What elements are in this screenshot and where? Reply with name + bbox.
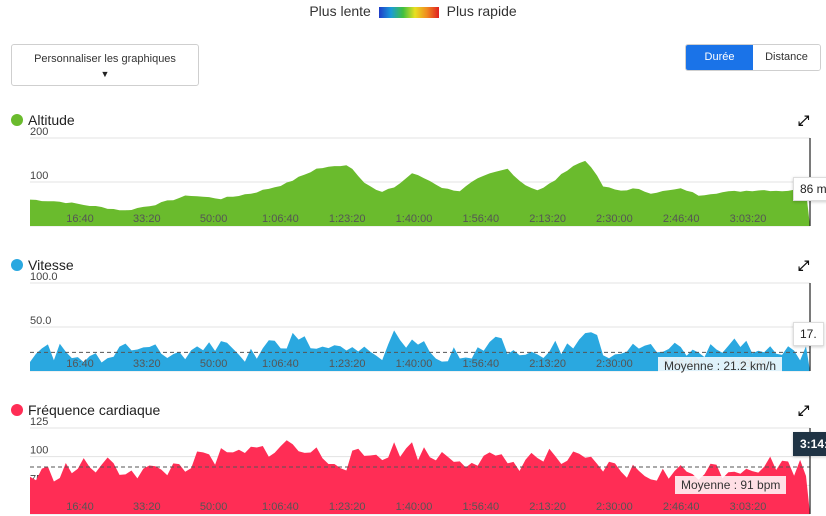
x-tick-label: 2:13:20 [529, 213, 566, 225]
x-tick-label: 1:40:00 [396, 501, 433, 513]
x-tick-label: 1:56:40 [462, 358, 499, 370]
altitude-title: Altitude [11, 112, 75, 128]
x-tick-label: 16:40 [66, 213, 94, 225]
x-tick-label: 2:30:00 [596, 358, 633, 370]
y-tick-label: 100 [30, 445, 48, 457]
x-tick-label: 2:30:00 [596, 213, 633, 225]
altitude-expand-icon[interactable]: ⤢ [798, 112, 810, 128]
x-tick-label: 2:46:40 [663, 501, 700, 513]
x-tick-label: 2:30:00 [596, 501, 633, 513]
altitude-dot-icon [11, 114, 23, 126]
altitude-title-text: Altitude [28, 112, 75, 128]
x-tick-label: 16:40 [66, 501, 94, 513]
altitude-chart[interactable]: 010020016:4033:2050:001:06:401:23:201:40… [0, 126, 826, 228]
x-tick-label: 1:56:40 [462, 213, 499, 225]
speed-title: Vitesse [11, 257, 74, 273]
heart-expand-icon[interactable]: ⤢ [798, 402, 810, 418]
series-area [30, 330, 810, 371]
x-tick-label: 1:56:40 [462, 501, 499, 513]
speed-average-label: Moyenne : 21.2 km/h [658, 357, 783, 375]
x-tick-label: 16:40 [66, 358, 94, 370]
heart-chart[interactable]: 507510012516:4033:2050:001:06:401:23:201… [0, 416, 826, 516]
y-tick-label: 125 [30, 416, 48, 428]
speed-hover-tooltip: 17. [793, 322, 824, 346]
x-tick-label: 50:00 [200, 213, 228, 225]
x-tick-label: 1:23:20 [329, 213, 366, 225]
heart-hover-tooltip: 3:14:2 [793, 432, 826, 456]
heart-average-label: Moyenne : 91 bpm [675, 476, 787, 494]
x-tick-label: 1:40:00 [396, 213, 433, 225]
customize-charts-button[interactable]: Personnaliser les graphiques ▼ [11, 44, 199, 86]
x-tick-label: 50:00 [200, 501, 228, 513]
x-tick-label: 1:06:40 [262, 358, 299, 370]
x-tick-label: 2:46:40 [663, 213, 700, 225]
x-tick-label: 2:13:20 [529, 501, 566, 513]
customize-charts-label: Personnaliser les graphiques [34, 53, 176, 65]
x-tick-label: 3:03:20 [730, 501, 767, 513]
x-tick-label: 2:13:20 [529, 358, 566, 370]
speed-color-legend: Plus lente Plus rapide [0, 3, 826, 19]
x-tick-label: 33:20 [133, 501, 161, 513]
altitude-hover-tooltip: 86 m [793, 177, 826, 201]
series-area [30, 160, 810, 226]
x-tick-label: 33:20 [133, 358, 161, 370]
axis-mode-toggle: Durée Distance [685, 44, 821, 71]
x-tick-label: 1:40:00 [396, 358, 433, 370]
legend-faster-label: Plus rapide [446, 3, 517, 19]
toggle-duration-button[interactable]: Durée [686, 45, 753, 70]
x-tick-label: 1:06:40 [262, 501, 299, 513]
x-tick-label: 1:23:20 [329, 358, 366, 370]
y-tick-label: 100.0 [30, 271, 58, 283]
y-tick-label: 200 [30, 126, 48, 138]
caret-down-icon: ▼ [100, 69, 110, 79]
x-tick-label: 50:00 [200, 358, 228, 370]
y-tick-label: 50.0 [30, 315, 51, 327]
x-tick-label: 1:06:40 [262, 213, 299, 225]
legend-slower-label: Plus lente [309, 3, 371, 19]
y-tick-label: 75 [30, 473, 42, 485]
x-tick-label: 1:23:20 [329, 501, 366, 513]
heart-title-text: Fréquence cardiaque [28, 402, 161, 418]
y-tick-label: 100 [30, 170, 48, 182]
speed-expand-icon[interactable]: ⤢ [798, 257, 810, 273]
speed-dot-icon [11, 259, 23, 271]
toggle-distance-button[interactable]: Distance [753, 45, 820, 70]
speed-gradient-bar [378, 6, 439, 18]
speed-title-text: Vitesse [28, 257, 74, 273]
heart-title: Fréquence cardiaque [11, 402, 160, 418]
x-tick-label: 33:20 [133, 213, 161, 225]
x-tick-label: 3:03:20 [730, 213, 767, 225]
heart-dot-icon [11, 404, 23, 416]
series-area [30, 440, 810, 514]
